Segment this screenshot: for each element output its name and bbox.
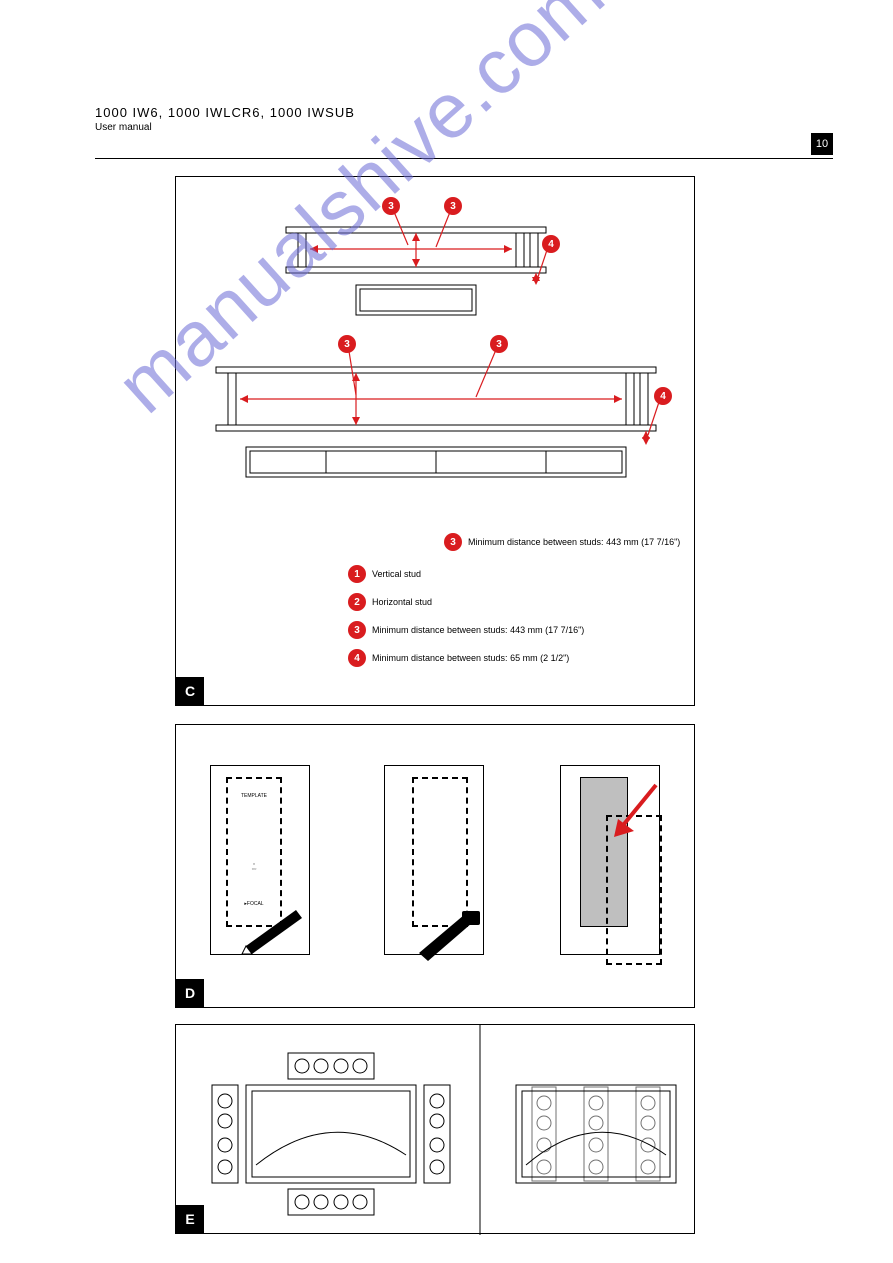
- callout-dot-3a: 3: [382, 197, 400, 215]
- header-title: 1000 IW6, 1000 IWLCR6, 1000 IWSUB: [95, 105, 833, 120]
- legend-dot-1: 1: [348, 565, 366, 583]
- figure-d-label: D: [176, 979, 204, 1007]
- figure-c-label: C: [176, 677, 204, 705]
- callout-dot-3c: 3: [338, 335, 356, 353]
- legend-label-4: Minimum distance between studs: 65 mm (2…: [372, 653, 569, 663]
- relocate-arrow-icon: [606, 775, 686, 855]
- page-header: 1000 IW6, 1000 IWLCR6, 1000 IWSUB User m…: [95, 105, 833, 133]
- legend-label-1: Vertical stud: [372, 569, 421, 579]
- callout-dot-3d: 3: [490, 335, 508, 353]
- pencil-icon: [236, 900, 356, 960]
- legend-label-2: Horizontal stud: [372, 597, 432, 607]
- template-label-text: TEMPLATE: [228, 791, 280, 801]
- saw-icon: [414, 903, 504, 973]
- legend-dot-3: 3: [348, 621, 366, 639]
- page-number: 10: [811, 133, 833, 155]
- legend-header-text: Minimum distance between studs: 443 mm (…: [468, 537, 680, 547]
- legend-label-3: Minimum distance between studs: 443 mm (…: [372, 625, 584, 635]
- figure-e-label: E: [176, 1205, 204, 1233]
- figure-e-svg: [176, 1025, 696, 1235]
- callout-dot-4b: 4: [654, 387, 672, 405]
- figure-e: E: [175, 1024, 695, 1234]
- legend-dot-2: 2: [348, 593, 366, 611]
- header-rule: [95, 158, 833, 159]
- figure-c: 3 3 4 3 3 4 1 Vertical stud 2 Horizontal…: [175, 176, 695, 706]
- legend-dot-4: 4: [348, 649, 366, 667]
- figure-d: TEMPLATE ○○○ ▸FOCAL D: [175, 724, 695, 1008]
- callout-dot-3b: 3: [444, 197, 462, 215]
- legend-header-dot: 3: [444, 533, 462, 551]
- header-subtitle: User manual: [95, 122, 833, 133]
- callout-dot-4a: 4: [542, 235, 560, 253]
